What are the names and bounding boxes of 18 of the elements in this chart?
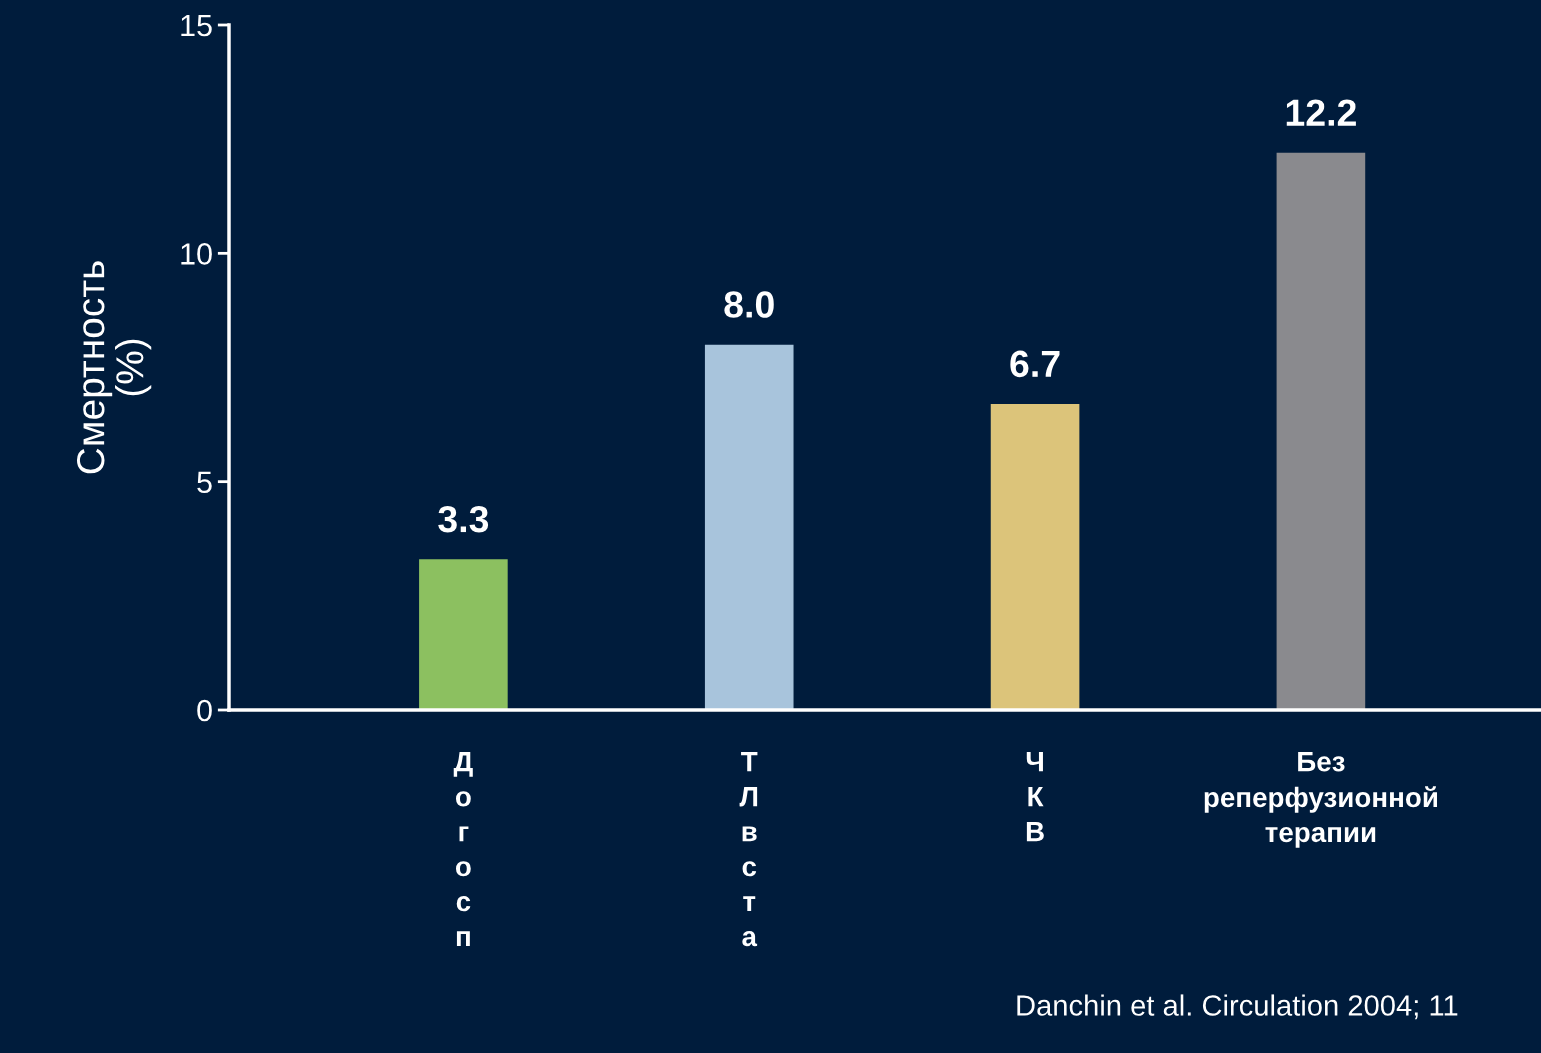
x-tick-label: ЧКВ: [1026, 752, 1044, 842]
y-tick-label: 10: [181, 243, 212, 265]
y-tick-label: 15: [181, 15, 212, 37]
data-label: 12.2: [1286, 99, 1356, 126]
x-tick-label: Без реперфузионной терапии: [1204, 752, 1438, 848]
x-tick-label: ТЛвста: [739, 752, 758, 947]
data-label: 8.0: [724, 291, 774, 318]
data-label: 6.7: [1010, 350, 1060, 378]
bar: [1276, 152, 1366, 710]
y-tick-label: 0: [197, 699, 212, 722]
bar: [704, 344, 794, 710]
text: Danchin et al. Circulation 2004; 11: [1017, 994, 1458, 1020]
y-axis-title: Смертность (%): [76, 261, 152, 474]
y-tick-label: 5: [197, 471, 212, 494]
bar: [990, 404, 1080, 710]
bar: [419, 559, 508, 710]
data-label: 3.3: [438, 505, 489, 533]
x-tick-label: Догосп: [453, 752, 473, 946]
